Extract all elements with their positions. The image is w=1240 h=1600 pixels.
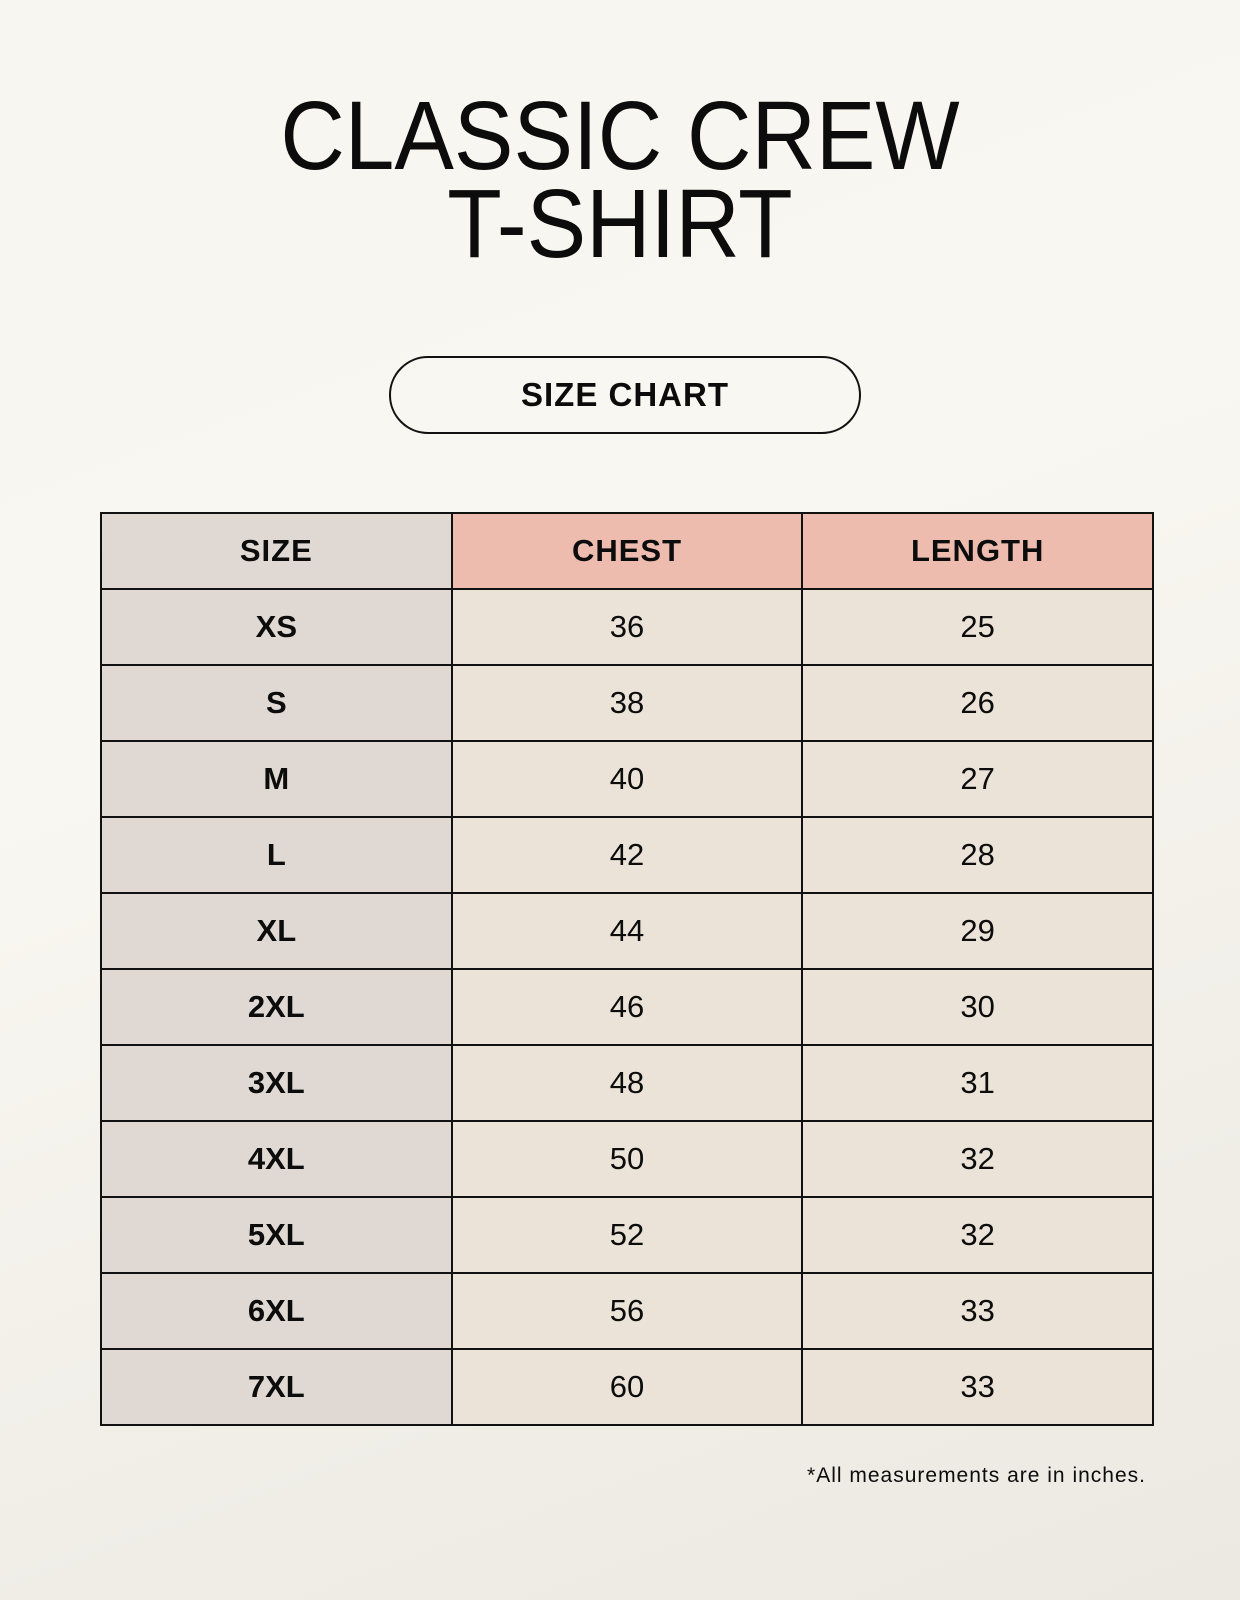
table-row: S 38 26 [100, 664, 1154, 742]
cell-size: 5XL [100, 1196, 453, 1274]
table-row: 6XL 56 33 [100, 1272, 1154, 1350]
table-row: XL 44 29 [100, 892, 1154, 970]
cell-chest: 40 [450, 740, 804, 818]
cell-chest: 60 [450, 1348, 804, 1426]
cell-size: 3XL [100, 1044, 453, 1122]
header-chest: CHEST [450, 512, 804, 590]
size-table: SIZE CHEST LENGTH XS 36 25 S 38 26 M 40 27 L 42 28 X… [100, 512, 1154, 1426]
cell-size: L [100, 816, 453, 894]
title-line-1: CLASSIC CREW [280, 81, 960, 190]
cell-size: XL [100, 892, 453, 970]
cell-size: 4XL [100, 1120, 453, 1198]
page-title: CLASSIC CREW T-SHIRT [0, 81, 1240, 278]
header-size: SIZE [100, 512, 453, 590]
cell-size: S [100, 664, 453, 742]
cell-chest: 56 [450, 1272, 804, 1350]
cell-chest: 48 [450, 1044, 804, 1122]
cell-length: 32 [801, 1120, 1154, 1198]
cell-length: 29 [801, 892, 1154, 970]
table-row: L 42 28 [100, 816, 1154, 894]
cell-length: 27 [801, 740, 1154, 818]
footnote: *All measurements are in inches. [807, 1464, 1146, 1487]
title-line-2: T-SHIRT [447, 169, 793, 278]
table-row: XS 36 25 [100, 588, 1154, 666]
header-row: SIZE CHEST LENGTH [100, 512, 1154, 590]
cell-length: 30 [801, 968, 1154, 1046]
cell-chest: 52 [450, 1196, 804, 1274]
cell-length: 32 [801, 1196, 1154, 1274]
cell-length: 28 [801, 816, 1154, 894]
table-row: 3XL 48 31 [100, 1044, 1154, 1122]
cell-chest: 36 [450, 588, 804, 666]
cell-size: XS [100, 588, 453, 666]
cell-size: M [100, 740, 453, 818]
cell-length: 33 [801, 1272, 1154, 1350]
cell-size: 7XL [100, 1348, 453, 1426]
cell-length: 25 [801, 588, 1154, 666]
table-row: 4XL 50 32 [100, 1120, 1154, 1198]
table-row: 7XL 60 33 [100, 1348, 1154, 1426]
cell-size: 6XL [100, 1272, 453, 1350]
cell-chest: 44 [450, 892, 804, 970]
cell-length: 26 [801, 664, 1154, 742]
cell-chest: 42 [450, 816, 804, 894]
table-row: 2XL 46 30 [100, 968, 1154, 1046]
cell-length: 31 [801, 1044, 1154, 1122]
header-length: LENGTH [801, 512, 1154, 590]
cell-chest: 38 [450, 664, 804, 742]
cell-chest: 46 [450, 968, 804, 1046]
cell-chest: 50 [450, 1120, 804, 1198]
cell-length: 33 [801, 1348, 1154, 1426]
size-chart-badge: SIZE CHART [389, 356, 861, 434]
cell-size: 2XL [100, 968, 453, 1046]
table-row: 5XL 52 32 [100, 1196, 1154, 1274]
table-row: M 40 27 [100, 740, 1154, 818]
